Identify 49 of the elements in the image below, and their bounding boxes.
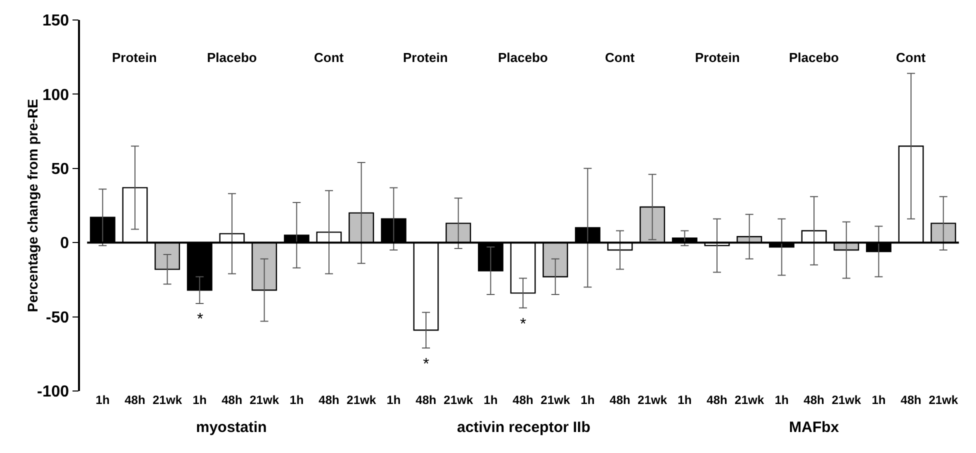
y-tick-label: -50 [46,309,70,326]
x-tick-label: 48h [222,393,242,407]
text: activin receptor IIb [457,419,590,436]
x-tick-label: 1h [774,393,789,407]
x-tick-label: 21wk [540,393,570,407]
x-tick-label: 48h [512,393,534,407]
x-tick-label: 21wk [250,393,280,407]
x-tick-label: 21wk [152,393,182,407]
x-tick-label: 21wk [346,393,376,407]
annotation: Protein [112,50,157,65]
annotation: Cont [605,50,636,65]
annotation: Placebo [207,50,257,65]
x-tick-label: 21wk [832,393,862,407]
x-tick-label: 1h [386,393,401,407]
x-tick-label: 48h [900,393,922,407]
y-tick-label: -100 [37,384,70,401]
x-tick-label: 1h [484,393,498,407]
y-tick-label: 50 [51,161,70,178]
annotation: Protein [403,50,448,65]
x-tick-label: 21wk [734,393,764,407]
text: MAFbx [789,419,840,436]
annotation: Placebo [789,50,839,65]
annotation: Cont [314,50,344,65]
annotation: Protein [695,50,740,65]
x-tick-label: 48h [804,393,824,407]
data-label: * [423,356,430,373]
x-tick-label: 21wk [638,393,668,407]
x-tick-label: 48h [416,393,436,407]
x-tick-label: 48h [610,393,630,407]
data-label: * [520,316,526,333]
text: myostatin [196,419,267,436]
y-tick-label: 100 [42,86,70,104]
annotation: Cont [896,50,926,65]
x-tick-label: 48h [706,393,728,407]
x-tick-label: 1h [290,393,304,407]
annotation: Placebo [498,50,548,65]
x-tick-label: 1h [96,393,110,407]
x-tick-label: 21wk [444,393,474,407]
x-tick-label: 1h [192,393,207,407]
x-tick-label: 1h [580,393,595,407]
data-label: * [197,311,204,328]
x-tick-label: 1h [678,393,692,407]
y-tick-label: 150 [42,12,70,30]
y-axis-title: Percentage change from pre-RE [24,98,40,312]
x-tick-label: 1h [872,393,886,407]
x-tick-label: 48h [318,393,340,407]
x-tick-label: 21wk [928,393,958,407]
y-tick-label: 0 [60,235,70,252]
x-tick-label: 48h [124,393,146,407]
